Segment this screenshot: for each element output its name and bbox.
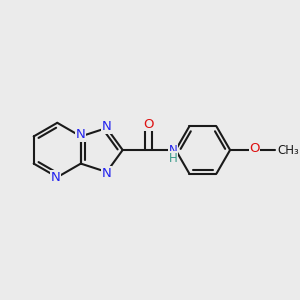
- Text: N: N: [76, 128, 86, 142]
- Text: O: O: [249, 142, 260, 155]
- Text: N: N: [169, 143, 177, 157]
- Text: CH₃: CH₃: [277, 143, 299, 157]
- Text: O: O: [143, 118, 154, 130]
- Text: N: N: [51, 171, 61, 184]
- Text: N: N: [102, 120, 112, 134]
- Text: H: H: [169, 152, 177, 164]
- Text: N: N: [102, 167, 112, 180]
